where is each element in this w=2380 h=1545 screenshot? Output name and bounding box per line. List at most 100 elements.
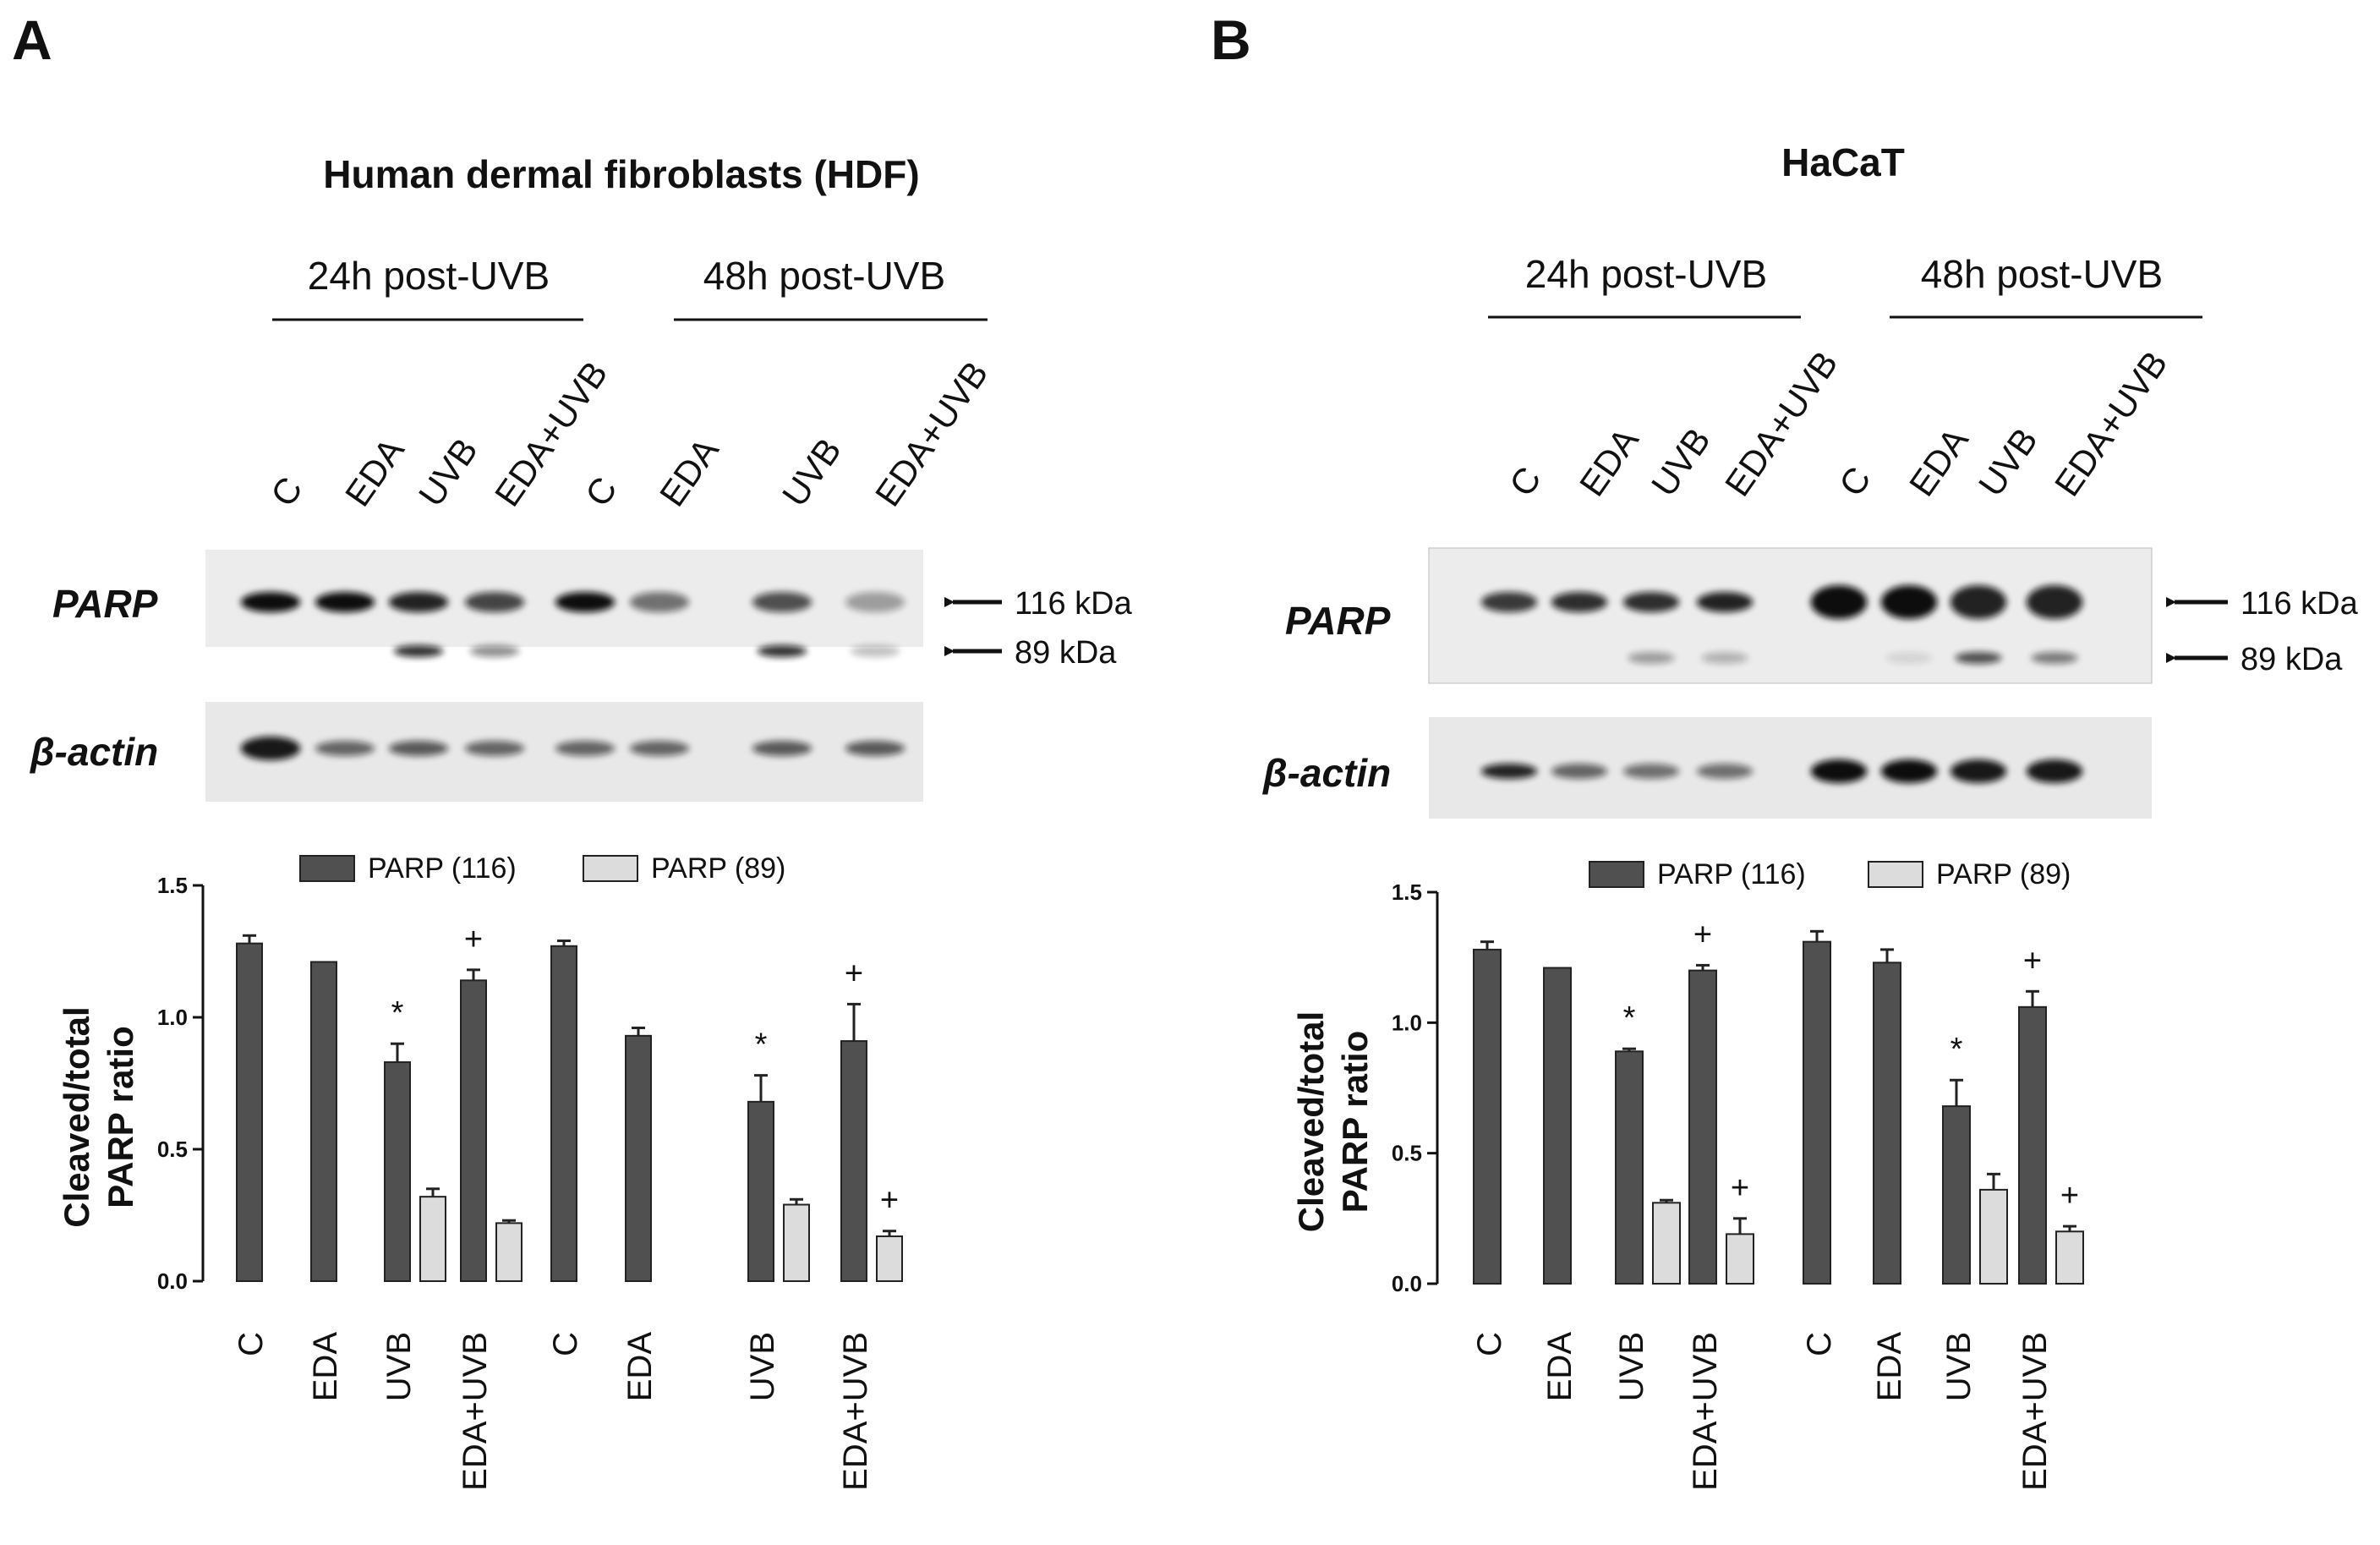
parp-116-band (1480, 592, 1538, 612)
significance-mark: + (2023, 943, 2042, 978)
actin-band (555, 741, 616, 756)
parp-89-band (1628, 652, 1675, 664)
significance-mark: + (880, 1183, 899, 1219)
category-label: UVB (380, 1332, 418, 1401)
y-tick-label: 0.5 (157, 1137, 188, 1162)
blot-label-parp: PARP (52, 582, 158, 626)
lane-label: C (263, 469, 310, 513)
category-label: UVB (744, 1332, 781, 1401)
bar-parp-89 (419, 1196, 446, 1283)
parp-89-band (1701, 652, 1748, 664)
lane-label: UVB (1971, 420, 2045, 503)
size-marker-label: 116 kDa (1015, 586, 1133, 622)
legend-swatch (299, 855, 355, 882)
bar-parp-116 (460, 979, 487, 1282)
bar-parp-116 (747, 1100, 774, 1282)
bar-parp-89 (876, 1235, 903, 1282)
bar-parp-116 (236, 942, 263, 1282)
legend-label: PARP (116) (1657, 858, 1806, 890)
category-label: UVB (1940, 1332, 1978, 1401)
category-label: EDA+UVB (837, 1332, 874, 1491)
parp-116-band (1551, 592, 1608, 612)
y-tick-label: 0.0 (157, 1268, 188, 1294)
panel-title: Human dermal fibroblasts (HDF) (323, 152, 919, 196)
time-group-label: 24h post-UVB (308, 254, 550, 298)
category-label: EDA (307, 1332, 344, 1402)
category-label: C (547, 1332, 584, 1356)
legend-swatch (1589, 861, 1644, 888)
bar-parp-116 (1873, 962, 1901, 1285)
parp-89-band (757, 645, 807, 657)
parp-89-band (393, 645, 444, 657)
y-tick-label: 0.0 (1392, 1271, 1422, 1296)
significance-mark: + (464, 922, 483, 957)
size-marker-label: 89 kDa (2240, 642, 2343, 677)
bar-parp-116 (1473, 948, 1502, 1285)
bar-parp-116 (1543, 967, 1572, 1285)
bar-parp-116 (384, 1061, 411, 1283)
actin-band (1622, 764, 1680, 779)
time-group-label: 48h post-UVB (703, 254, 945, 298)
significance-mark: * (391, 995, 404, 1031)
panel-letter: B (1211, 8, 1251, 71)
lane-label: UVB (774, 430, 849, 513)
bar-parp-89 (1652, 1202, 1681, 1285)
bar-parp-89 (1726, 1233, 1754, 1285)
parp-blot (1428, 547, 2153, 684)
parp-89-band (850, 645, 900, 657)
bar-parp-116 (625, 1034, 652, 1282)
significance-mark: + (2060, 1178, 2079, 1214)
bar-parp-116 (1615, 1050, 1644, 1285)
parp-116-band (1622, 592, 1680, 612)
actin-band (2026, 759, 2083, 783)
time-group-label: 24h post-UVB (1525, 252, 1767, 296)
lane-label: EDA (1901, 420, 1976, 503)
y-axis-label: PARP ratio (1335, 1031, 1375, 1214)
lane-label: EDA+UVB (867, 354, 996, 514)
parp-116-band (1950, 585, 2007, 619)
lane-label: EDA+UVB (1717, 344, 1846, 504)
bar-parp-89 (2055, 1230, 2084, 1285)
actin-band (315, 741, 375, 756)
lane-label: UVB (1644, 420, 1718, 503)
parp-89-band (469, 645, 520, 657)
y-axis-label: Cleaved/total (57, 1006, 96, 1227)
significance-mark: * (755, 1027, 768, 1063)
y-tick-label: 1.0 (157, 1005, 188, 1030)
actin-band (240, 737, 301, 760)
lane-label: EDA (1572, 420, 1646, 503)
y-tick-label: 1.5 (1392, 879, 1422, 905)
bar-parp-89 (1979, 1188, 2008, 1285)
panel-letter: A (12, 8, 52, 71)
significance-mark: * (1623, 1000, 1636, 1036)
parp-116-band (845, 592, 905, 612)
actin-band (1551, 764, 1608, 779)
parp-116-band (464, 592, 525, 612)
parp-116-band (388, 592, 449, 612)
actin-band (388, 741, 449, 756)
bar-parp-116 (2018, 1005, 2047, 1285)
significance-mark: + (845, 956, 863, 991)
legend-swatch (1868, 861, 1923, 888)
significance-mark: * (1951, 1032, 1963, 1067)
bar-parp-116 (1942, 1105, 1971, 1285)
category-label: C (1471, 1332, 1508, 1356)
actin-band (752, 741, 812, 756)
size-marker-label: 89 kDa (1015, 635, 1117, 671)
actin-band (1480, 764, 1538, 779)
bar-parp-116 (1803, 940, 1831, 1285)
blot-label-actin: β-actin (1262, 751, 1391, 795)
parp-116-band (1810, 585, 1868, 619)
parp-116-band (1880, 585, 1938, 619)
category-label: C (233, 1332, 270, 1356)
lane-label: EDA+UVB (2047, 344, 2175, 504)
bar-parp-116 (310, 961, 337, 1282)
category-label: EDA (621, 1332, 659, 1402)
bar-parp-116 (840, 1040, 867, 1282)
lane-label: C (577, 469, 625, 513)
parp-116-band (629, 592, 690, 612)
legend-swatch (583, 855, 638, 882)
blot-label-actin: β-actin (30, 730, 158, 774)
parp-116-band (240, 592, 301, 612)
lane-label: EDA (652, 430, 726, 513)
